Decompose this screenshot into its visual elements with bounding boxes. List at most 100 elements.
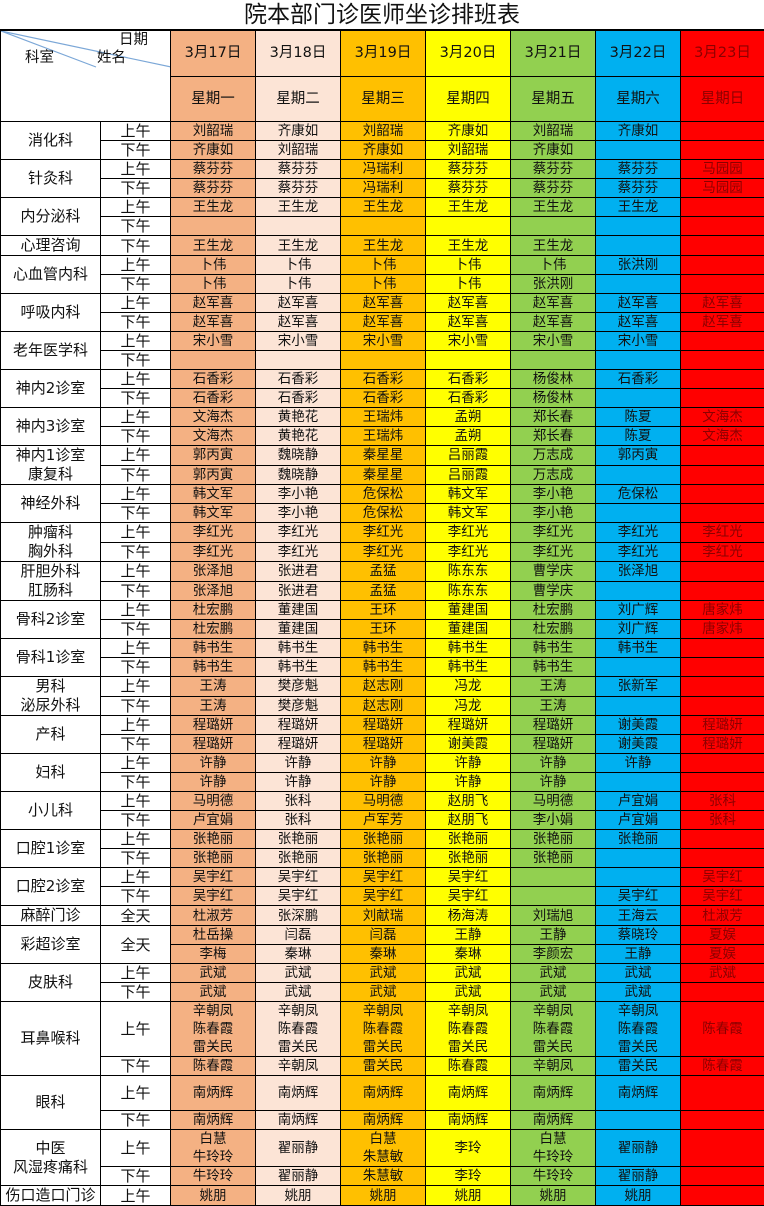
doctor-cell	[681, 504, 764, 523]
doctor-cell: 许静	[341, 773, 426, 792]
schedule-row: 下午程璐妍程璐妍程璐妍谢美霞程璐妍谢美霞程璐妍	[1, 735, 764, 754]
doctor-cell: 吴宇红	[426, 868, 511, 887]
department-name: 骨科2诊室	[1, 601, 101, 639]
doctor-cell	[426, 217, 511, 236]
session-label: 上午	[101, 868, 171, 887]
doctor-cell: 杜淑芳	[171, 906, 256, 926]
session-label: 上午	[101, 332, 171, 351]
doctor-cell: 王生龙	[171, 236, 256, 256]
session-label: 上午	[101, 754, 171, 773]
doctor-cell: 卢宜娟	[596, 811, 681, 830]
doctor-cell: 张进君	[256, 562, 341, 582]
doctor-cell: 王海云	[596, 906, 681, 926]
weekday-header: 星期三	[341, 76, 426, 122]
date-header: 3月17日	[171, 31, 256, 77]
session-label: 上午	[101, 1002, 171, 1057]
doctor-cell: 李小艳	[511, 504, 596, 523]
doctor-cell: 南炳辉	[426, 1111, 511, 1130]
doctor-cell: 程璐妍	[256, 716, 341, 735]
session-label: 下午	[101, 887, 171, 906]
doctor-cell	[596, 389, 681, 408]
doctor-cell: 郑长春	[511, 408, 596, 427]
doctor-cell: 韩文军	[426, 485, 511, 504]
doctor-cell: 雷关民	[596, 1057, 681, 1076]
schedule-row: 下午卜伟卜伟卜伟卜伟张洪刚	[1, 275, 764, 294]
doctor-cell: 文海杰	[171, 427, 256, 446]
doctor-cell: 秦琳	[426, 945, 511, 964]
doctor-cell: 王生龙	[426, 198, 511, 217]
session-label: 下午	[101, 542, 171, 562]
schedule-row: 下午文海杰黄艳花王瑞炜孟朔郑长春陈夏文海杰	[1, 427, 764, 446]
schedule-row: 内分泌科上午王生龙王生龙王生龙王生龙王生龙王生龙	[1, 198, 764, 217]
doctor-cell: 张艳丽	[426, 849, 511, 868]
doctor-cell: 刘韶瑞	[171, 122, 256, 141]
doctor-cell: 程璐妍	[256, 735, 341, 754]
date-header: 3月22日	[596, 31, 681, 77]
doctor-cell: 张洪刚	[511, 275, 596, 294]
doctor-cell: 武斌	[341, 964, 426, 983]
schedule-row: 下午石香彩石香彩石香彩石香彩杨俊林	[1, 389, 764, 408]
doctor-cell: 董建国	[256, 620, 341, 639]
schedule-row: 神内2诊室上午石香彩石香彩石香彩石香彩杨俊林石香彩	[1, 370, 764, 389]
department-name: 产科	[1, 716, 101, 754]
department-name: 口腔2诊室	[1, 868, 101, 906]
schedule-row: 下午南炳辉南炳辉南炳辉南炳辉南炳辉	[1, 1111, 764, 1130]
schedule-row: 下午	[1, 351, 764, 370]
department-name: 妇科	[1, 754, 101, 792]
doctor-cell: 吴宇红	[256, 887, 341, 906]
session-label: 上午	[101, 370, 171, 389]
doctor-cell: 蔡芬芬	[426, 160, 511, 179]
doctor-cell: 张艳丽	[426, 830, 511, 849]
doctor-cell: 赵军喜	[256, 294, 341, 313]
session-label: 上午	[101, 716, 171, 735]
session-label: 下午	[101, 504, 171, 523]
doctor-cell: 李小娟	[511, 811, 596, 830]
session-label: 下午	[101, 141, 171, 160]
doctor-cell: 石香彩	[341, 370, 426, 389]
session-label: 上午	[101, 1076, 171, 1111]
doctor-cell: 韩书生	[341, 639, 426, 658]
corner-header: 日期 科室 姓名	[1, 31, 171, 122]
doctor-cell: 李玲	[426, 1130, 511, 1167]
doctor-cell: 武斌	[596, 983, 681, 1002]
doctor-cell: 马明德	[341, 792, 426, 811]
schedule-row: 下午齐康如刘韶瑞齐康如刘韶瑞齐康如	[1, 141, 764, 160]
doctor-cell: 许静	[171, 773, 256, 792]
session-label: 上午	[101, 446, 171, 466]
schedule-row: 神内1诊室 康复科上午郭丙寅魏晓静秦星星吕丽霞万志成郭丙寅	[1, 446, 764, 466]
department-name: 内分泌科	[1, 198, 101, 236]
doctor-cell	[681, 465, 764, 485]
doctor-cell: 蔡芬芬	[256, 179, 341, 198]
doctor-cell: 危保松	[341, 504, 426, 523]
doctor-cell	[681, 677, 764, 697]
doctor-cell	[596, 868, 681, 887]
schedule-row: 神经外科上午韩文军李小艳危保松韩文军李小艳危保松	[1, 485, 764, 504]
doctor-cell: 张艳丽	[341, 830, 426, 849]
doctor-cell	[681, 1076, 764, 1111]
doctor-cell	[681, 754, 764, 773]
doctor-cell: 夏娱	[681, 945, 764, 964]
page-title: 院本部门诊医师坐诊排班表	[0, 0, 764, 30]
doctor-cell: 张泽旭	[596, 562, 681, 582]
doctor-cell: 朱慧敏	[341, 1167, 426, 1186]
schedule-row: 小儿科上午马明德张科马明德赵朋飞马明德卢宜娟张科	[1, 792, 764, 811]
session-label: 上午	[101, 1130, 171, 1167]
doctor-cell: 南炳辉	[511, 1111, 596, 1130]
session-label: 上午	[101, 523, 171, 543]
doctor-cell: 李红光	[511, 523, 596, 543]
doctor-cell: 韩文军	[171, 504, 256, 523]
doctor-cell: 翟丽静	[256, 1130, 341, 1167]
doctor-cell: 冯龙	[426, 677, 511, 697]
doctor-cell: 刘献瑞	[341, 906, 426, 926]
doctor-cell: 姚朋	[256, 1186, 341, 1206]
header-date-row: 日期 科室 姓名 3月17日 3月18日 3月19日 3月20日 3月21日 3…	[1, 31, 764, 77]
doctor-cell: 武斌	[171, 983, 256, 1002]
doctor-cell: 李红光	[341, 542, 426, 562]
department-name: 肝胆外科 肛肠科	[1, 562, 101, 601]
doctor-cell: 陈春霞	[681, 1002, 764, 1057]
doctor-cell: 樊彦魁	[256, 677, 341, 697]
doctor-cell: 赵朋飞	[426, 811, 511, 830]
doctor-cell: 李小艳	[256, 504, 341, 523]
doctor-cell	[681, 773, 764, 792]
doctor-cell	[341, 217, 426, 236]
